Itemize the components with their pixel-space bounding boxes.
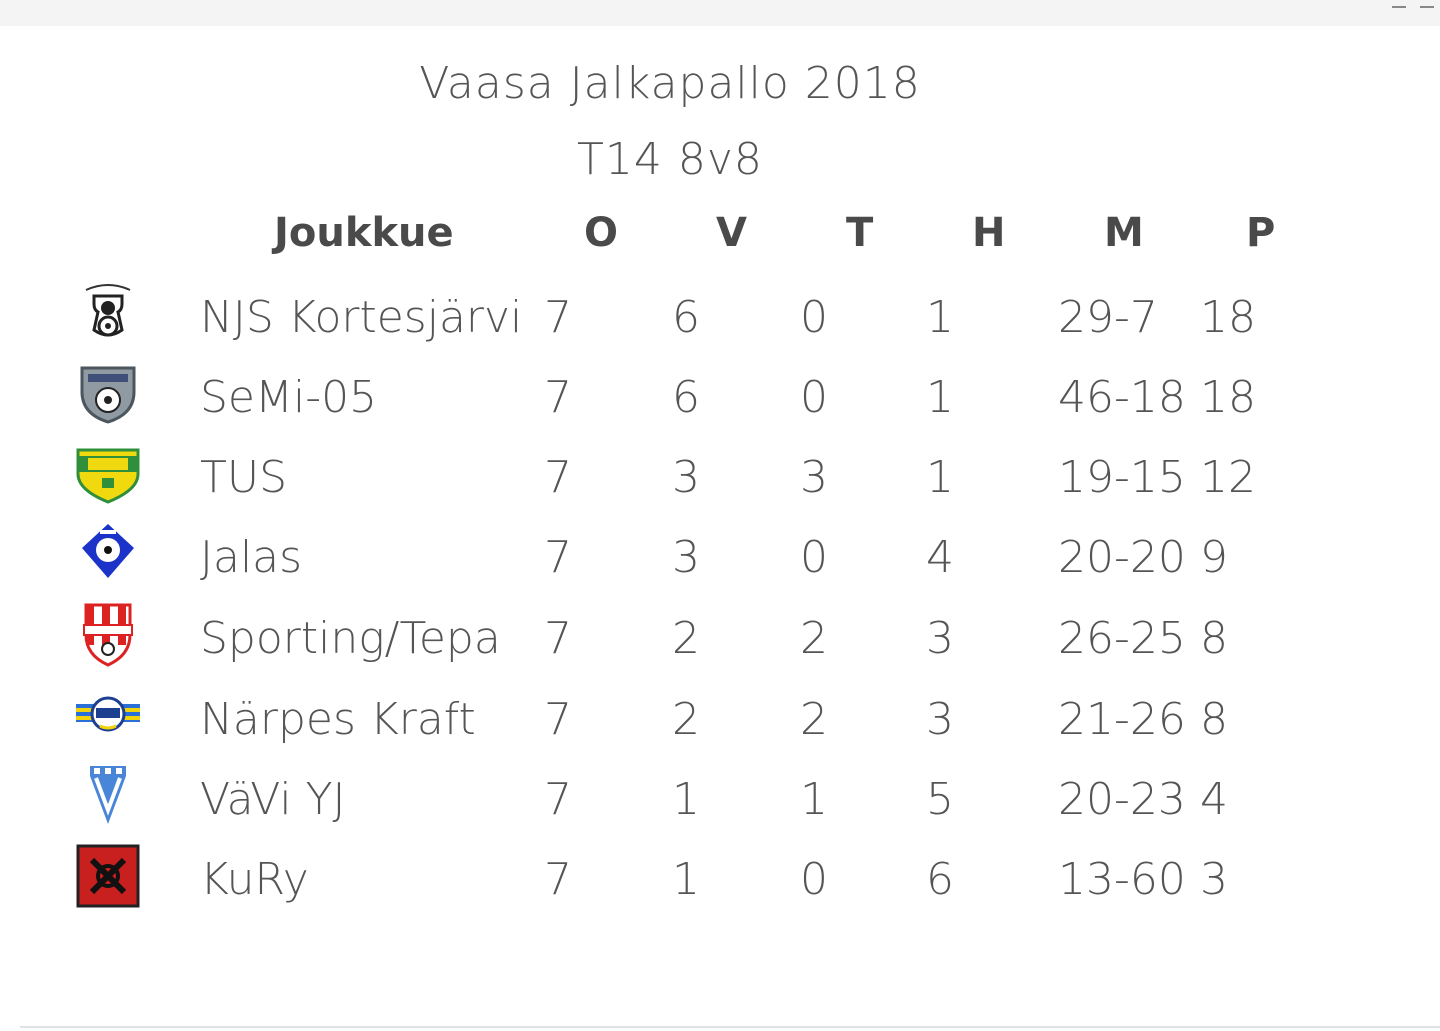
header-v: V xyxy=(716,210,747,256)
team-name: VäVi YJ xyxy=(200,774,346,825)
team-name: NJS Kortesjärvi xyxy=(200,292,523,343)
draws: 1 xyxy=(800,774,828,825)
played: 7 xyxy=(544,292,572,343)
points: 4 xyxy=(1200,774,1228,825)
wins: 3 xyxy=(672,452,700,503)
played: 7 xyxy=(544,613,572,664)
played: 7 xyxy=(544,854,572,905)
header-o: O xyxy=(584,210,619,256)
goals: 20-20 xyxy=(1058,532,1186,583)
points: 9 xyxy=(1200,532,1228,583)
table-row: NJS Kortesjärvi 7 6 0 1 29-7 18 xyxy=(0,282,1440,362)
table-header: Joukkue O V T H M P xyxy=(0,210,1440,270)
wins: 6 xyxy=(672,292,700,343)
draws: 2 xyxy=(800,613,828,664)
goals: 20-23 xyxy=(1058,774,1186,825)
losses: 3 xyxy=(926,613,954,664)
wins: 2 xyxy=(672,613,700,664)
team-name: TUS xyxy=(200,452,288,503)
draws: 0 xyxy=(800,292,828,343)
narpes-logo-icon xyxy=(76,696,140,732)
bottom-divider xyxy=(20,1026,1440,1028)
njs-logo-icon xyxy=(85,284,131,337)
tus-logo-icon xyxy=(76,448,140,504)
wins: 3 xyxy=(672,532,700,583)
wins: 1 xyxy=(672,774,700,825)
played: 7 xyxy=(544,532,572,583)
played: 7 xyxy=(544,372,572,423)
wins: 1 xyxy=(672,854,700,905)
goals: 46-18 xyxy=(1058,372,1186,423)
played: 7 xyxy=(544,774,572,825)
goals: 26-25 xyxy=(1058,613,1186,664)
draws: 2 xyxy=(800,694,828,745)
header-h: H xyxy=(972,210,1006,256)
expand-icon[interactable] xyxy=(1420,0,1434,8)
points: 8 xyxy=(1200,613,1228,664)
losses: 5 xyxy=(926,774,954,825)
table-row: Sporting/Tepa 7 2 2 3 26-25 8 xyxy=(0,603,1440,683)
points: 18 xyxy=(1200,372,1256,423)
kury-logo-icon xyxy=(76,844,140,908)
table-row: Jalas 7 3 0 4 20-20 9 xyxy=(0,522,1440,602)
window-controls xyxy=(1392,0,1434,10)
wins: 6 xyxy=(672,372,700,423)
goals: 13-60 xyxy=(1058,854,1186,905)
played: 7 xyxy=(544,452,572,503)
team-name: Jalas xyxy=(200,532,303,583)
page-title: Vaasa Jalkapallo 2018 xyxy=(419,58,921,109)
vavi-logo-icon xyxy=(90,766,126,824)
jalas-logo-icon xyxy=(82,524,134,578)
team-name: KuRy xyxy=(200,854,309,905)
losses: 4 xyxy=(926,532,954,583)
wins: 2 xyxy=(672,694,700,745)
table-row: VäVi YJ 7 1 1 5 20-23 4 xyxy=(0,764,1440,844)
goals: 21-26 xyxy=(1058,694,1186,745)
table-row: Närpes Kraft 7 2 2 3 21-26 8 xyxy=(0,684,1440,764)
goals: 29-7 xyxy=(1058,292,1158,343)
header-m: M xyxy=(1104,210,1144,256)
goals: 19-15 xyxy=(1058,452,1186,503)
draws: 3 xyxy=(800,452,828,503)
losses: 1 xyxy=(926,452,954,503)
header-team: Joukkue xyxy=(274,210,454,256)
semi-logo-icon xyxy=(80,366,136,424)
header-p: P xyxy=(1246,210,1276,256)
losses: 6 xyxy=(926,854,954,905)
losses: 1 xyxy=(926,292,954,343)
page-subtitle: T14 8v8 xyxy=(577,134,763,185)
edit-icon[interactable] xyxy=(1392,0,1406,8)
draws: 0 xyxy=(800,854,828,905)
played: 7 xyxy=(544,694,572,745)
points: 3 xyxy=(1200,854,1228,905)
team-name: Närpes Kraft xyxy=(200,694,476,745)
points: 18 xyxy=(1200,292,1256,343)
header-t: T xyxy=(846,210,874,256)
team-name: Sporting/Tepa xyxy=(200,613,501,664)
top-bar xyxy=(0,0,1440,26)
team-name: SeMi-05 xyxy=(200,372,378,423)
table-row: TUS 7 3 3 1 19-15 12 xyxy=(0,442,1440,522)
table-row: KuRy 7 1 0 6 13-60 3 xyxy=(0,844,1440,924)
points: 12 xyxy=(1200,452,1256,503)
losses: 3 xyxy=(926,694,954,745)
points: 8 xyxy=(1200,694,1228,745)
draws: 0 xyxy=(800,372,828,423)
draws: 0 xyxy=(800,532,828,583)
losses: 1 xyxy=(926,372,954,423)
sporting-logo-icon xyxy=(83,603,133,667)
table-row: SeMi-05 7 6 0 1 46-18 18 xyxy=(0,362,1440,442)
